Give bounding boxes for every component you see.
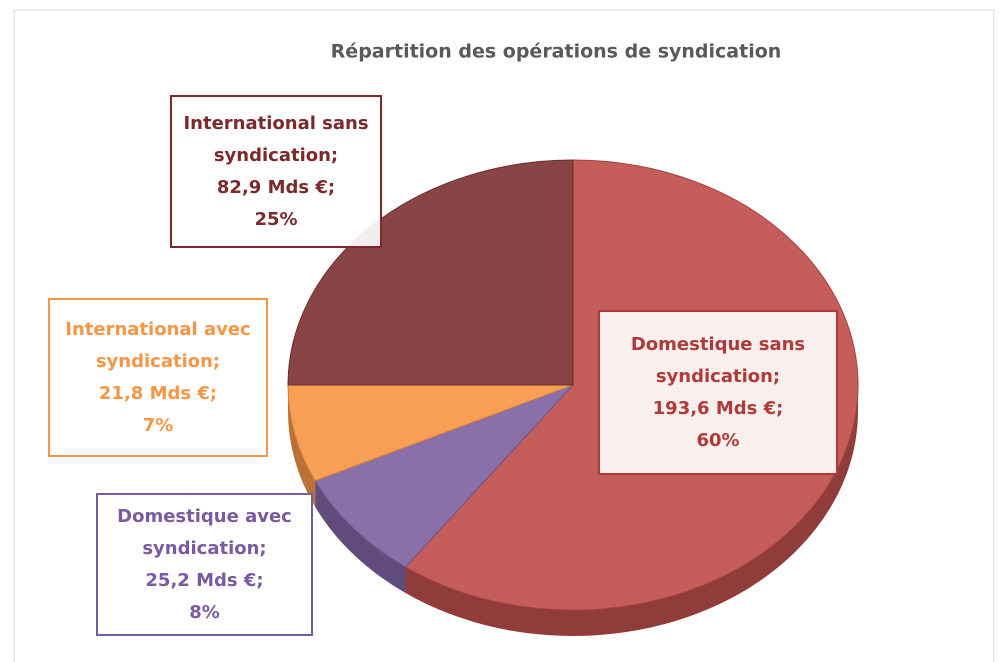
amount-label: 82,9 Mds €; — [216, 176, 336, 198]
data-label: International avec syndication; 21,8 Mds … — [48, 298, 268, 457]
percent-label: 25% — [254, 208, 298, 230]
slice-side — [405, 385, 858, 637]
amount-label: 21,8 Mds €; — [98, 382, 218, 404]
percent-label: 60% — [696, 429, 740, 451]
category-label: International sans syndication; — [183, 112, 369, 166]
slice-side — [288, 385, 316, 507]
percent-label: 7% — [142, 414, 174, 436]
amount-label: 25,2 Mds €; — [145, 569, 264, 591]
percent-label: 8% — [189, 601, 220, 623]
data-label: Domestique sans syndication; 193,6 Mds €;… — [598, 310, 838, 475]
category-label: Domestique avec syndication; — [117, 505, 292, 559]
data-label: International sans syndication; 82,9 Mds … — [170, 95, 382, 248]
slice — [287, 384, 574, 482]
slice — [314, 384, 574, 568]
chart-title: Répartition des opérations de syndicatio… — [331, 41, 782, 63]
data-label: Domestique avec syndication; 25,2 Mds €; 8… — [96, 493, 313, 636]
category-label: International avec syndication; — [65, 318, 251, 372]
slice-side — [315, 480, 406, 594]
amount-label: 193,6 Mds €; — [652, 397, 784, 419]
category-label: Domestique sans syndication; — [630, 333, 806, 387]
